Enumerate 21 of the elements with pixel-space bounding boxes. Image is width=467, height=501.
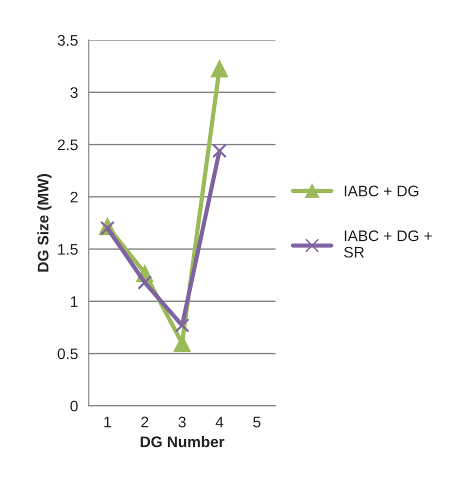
- point: [174, 318, 190, 333]
- y-axis-title: DG Size (MW): [37, 174, 52, 272]
- y-tick-label: 2.5: [58, 139, 78, 150]
- point: [137, 275, 152, 290]
- legend-label: IABC + DG: [344, 186, 418, 196]
- y-tick-label: 0: [70, 400, 78, 412]
- y-tick-label: 0.5: [58, 348, 78, 360]
- legend-label: IABC + DG + SR: [344, 230, 432, 258]
- x-tick-label: 3: [178, 416, 186, 428]
- y-tick-label: 1: [70, 296, 78, 307]
- y-tick-label: 3: [70, 87, 78, 98]
- x-tick-label: 4: [216, 416, 224, 428]
- x-tick-label: 2: [141, 416, 148, 428]
- point: [210, 59, 229, 78]
- y-tick-label: 1.5: [58, 244, 78, 255]
- x-tick-label: 5: [253, 416, 260, 428]
- y-tick-label: 3.5: [58, 34, 78, 46]
- point: [212, 144, 227, 158]
- x-tick-label: 1: [104, 416, 111, 428]
- x-axis-title: DG Number: [140, 436, 224, 448]
- y-tick-label: 2: [70, 192, 78, 202]
